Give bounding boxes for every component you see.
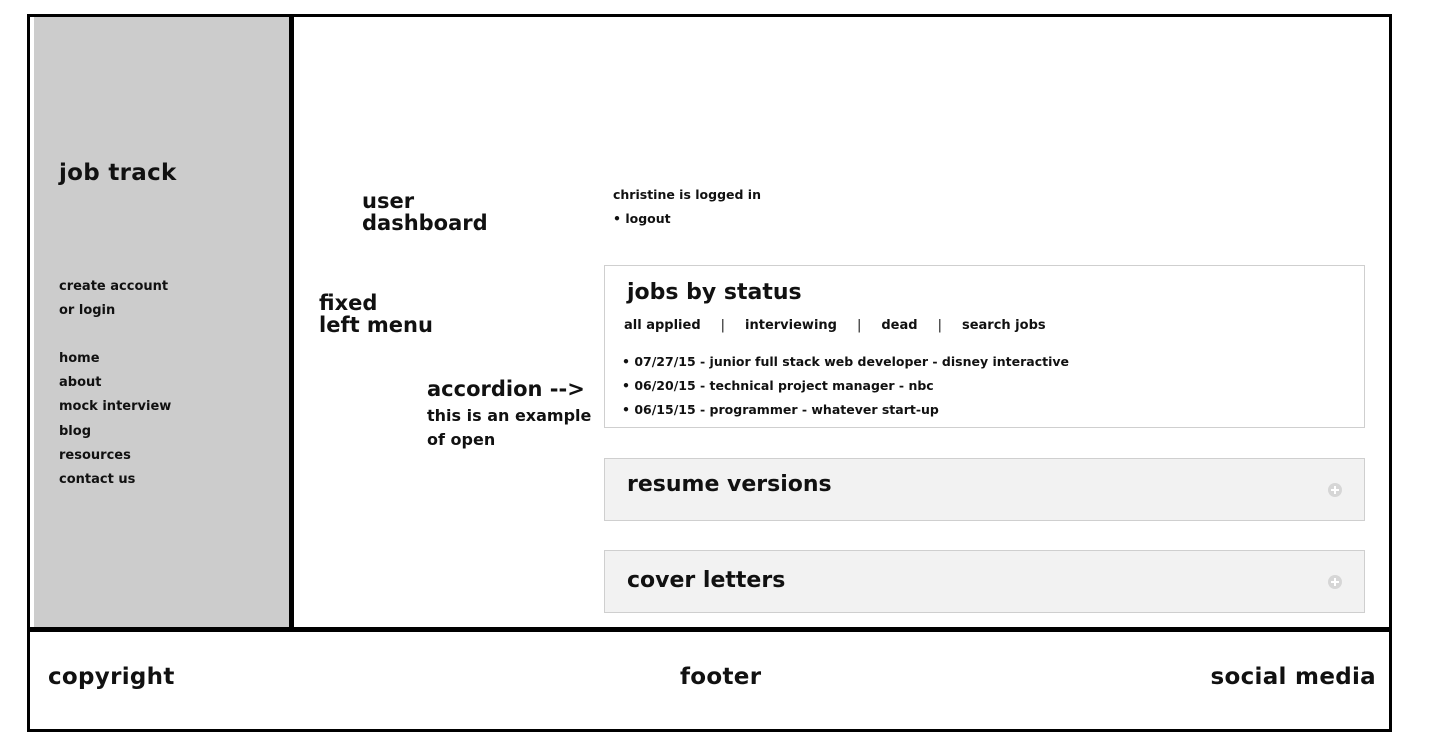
annotation-user-dashboard: user dashboard — [362, 190, 488, 234]
footer-divider — [30, 627, 1392, 632]
tab-separator: | — [720, 318, 726, 333]
cover-letters-title: cover letters — [627, 568, 786, 593]
expand-icon[interactable] — [1328, 483, 1342, 497]
accordion-cover-letters[interactable]: cover letters — [604, 550, 1365, 613]
tab-dead[interactable]: dead — [881, 318, 918, 333]
annotation-accordion-note: this is an example of open — [427, 404, 591, 452]
tab-all-applied[interactable]: all applied — [624, 318, 701, 333]
sidebar-item-about[interactable]: about — [59, 375, 102, 391]
footer-copyright: copyright — [48, 664, 175, 690]
job-list: • 07/27/15 - junior full stack web devel… — [622, 350, 1069, 423]
footer-label: footer — [680, 664, 762, 690]
list-item[interactable]: • 07/27/15 - junior full stack web devel… — [622, 354, 1070, 369]
annotation-line: left menu — [319, 313, 433, 338]
accordion-resume-versions[interactable]: resume versions — [604, 458, 1365, 521]
logged-in-status: christine is logged in — [613, 187, 761, 202]
job-status-tabs: all applied | interviewing | dead | search job… — [624, 318, 1046, 333]
sidebar-item-mock-interview[interactable]: mock interview — [59, 399, 172, 415]
brand-logo-text[interactable]: job track — [59, 160, 177, 186]
annotation-line: dashboard — [362, 211, 488, 236]
annotation-line: of open — [427, 430, 496, 449]
sidebar-item-blog[interactable]: blog — [59, 423, 91, 439]
list-item[interactable]: • 06/20/15 - technical project manager -… — [622, 378, 934, 394]
logout-link[interactable]: • logout — [613, 211, 671, 226]
sidebar-nav: home about mock interview blog resources… — [59, 347, 171, 492]
sidebar — [34, 17, 290, 627]
sidebar-divider — [289, 17, 294, 627]
create-account-link[interactable]: create account — [59, 279, 169, 294]
annotation-line: this is an example — [427, 406, 592, 425]
tab-separator: | — [937, 318, 942, 333]
login-link[interactable]: or login — [59, 303, 116, 319]
tab-separator: | — [856, 318, 862, 333]
account-links: create account or login — [59, 275, 168, 323]
tab-interviewing[interactable]: interviewing — [745, 318, 837, 333]
resume-versions-title: resume versions — [627, 472, 832, 497]
list-item[interactable]: • 06/15/15 - programmer - whatever start… — [622, 402, 939, 418]
annotation-fixed-left-menu: fixed left menu — [319, 292, 433, 336]
sidebar-item-resources[interactable]: resources — [59, 447, 131, 463]
sidebar-item-home[interactable]: home — [59, 351, 100, 366]
jobs-by-status-title[interactable]: jobs by status — [627, 280, 802, 305]
footer-social-media[interactable]: social media — [1210, 664, 1376, 690]
annotation-line: fixed — [319, 291, 378, 315]
expand-icon[interactable] — [1328, 575, 1342, 589]
annotation-accordion: accordion --> — [427, 377, 585, 401]
accordion-jobs-by-status: jobs by status all applied | interviewing |… — [604, 265, 1365, 428]
annotation-line: user — [362, 189, 415, 213]
sidebar-item-contact-us[interactable]: contact us — [59, 472, 136, 488]
tab-search-jobs[interactable]: search jobs — [961, 318, 1046, 333]
